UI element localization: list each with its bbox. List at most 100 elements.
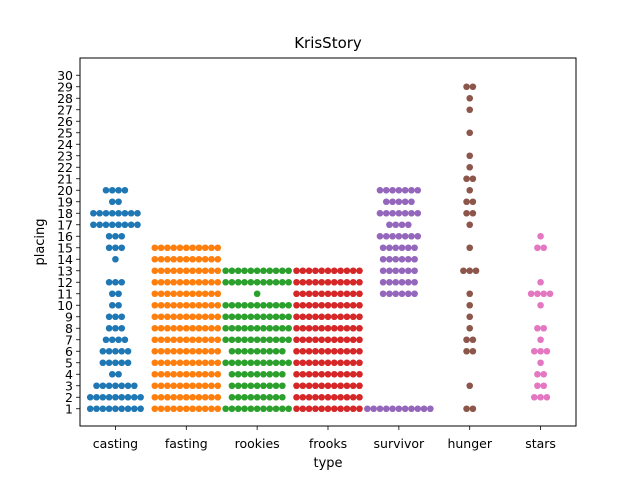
data-point-fasting <box>164 255 171 263</box>
y-axis-ticks: 1234567891011121314151617181920212223242… <box>57 68 80 416</box>
data-point-fasting <box>214 370 222 378</box>
y-tick-label: 2 <box>65 390 73 405</box>
data-point-survivor <box>382 405 390 413</box>
data-point-rookies <box>285 405 292 413</box>
data-point-survivor <box>386 255 393 263</box>
data-point-hunger <box>469 175 477 183</box>
data-point-frooks <box>312 313 319 321</box>
data-point-frooks <box>331 347 338 355</box>
data-point-frooks <box>349 278 357 286</box>
data-point-frooks <box>349 393 357 401</box>
data-point-casting <box>112 405 119 413</box>
data-point-fasting <box>189 370 196 378</box>
data-point-fasting <box>176 393 184 401</box>
data-point-frooks <box>324 324 332 332</box>
data-point-survivor <box>382 232 390 240</box>
data-point-rookies <box>285 313 292 321</box>
data-point-survivor <box>389 232 396 240</box>
data-point-rookies <box>247 405 255 413</box>
data-point-frooks <box>349 313 357 321</box>
data-point-frooks <box>318 313 326 321</box>
data-point-fasting <box>182 405 190 413</box>
data-point-survivor <box>386 267 393 275</box>
data-point-frooks <box>305 393 313 401</box>
data-point-frooks <box>337 359 344 367</box>
data-point-frooks <box>318 405 326 413</box>
data-point-frooks <box>331 278 338 286</box>
data-point-fasting <box>151 290 159 298</box>
data-point-rookies <box>260 324 267 332</box>
y-tick-label: 5 <box>65 355 73 370</box>
data-point-frooks <box>324 336 332 344</box>
data-point-frooks <box>324 382 332 390</box>
data-point-rookies <box>247 313 255 321</box>
data-point-frooks <box>356 370 363 378</box>
data-point-fasting <box>189 267 196 275</box>
data-point-fasting <box>189 324 196 332</box>
data-point-casting <box>99 393 107 401</box>
data-point-survivor <box>414 405 422 413</box>
data-point-fasting <box>170 301 177 309</box>
data-point-rookies <box>241 278 248 286</box>
data-point-fasting <box>170 336 177 344</box>
data-point-casting <box>105 244 113 252</box>
data-point-frooks <box>293 359 300 367</box>
data-point-frooks <box>343 301 351 309</box>
data-point-fasting <box>208 313 215 321</box>
data-point-rookies <box>272 267 280 275</box>
data-point-frooks <box>343 336 351 344</box>
data-point-frooks <box>293 301 300 309</box>
data-point-fasting <box>176 370 184 378</box>
data-point-frooks <box>293 290 300 298</box>
data-point-frooks <box>337 370 344 378</box>
data-point-frooks <box>337 324 344 332</box>
data-point-stars <box>537 278 544 286</box>
data-point-fasting <box>214 301 222 309</box>
data-point-fasting <box>182 370 190 378</box>
data-point-fasting <box>182 301 190 309</box>
data-point-frooks <box>318 301 326 309</box>
data-point-rookies <box>234 393 242 401</box>
data-point-rookies <box>228 405 236 413</box>
data-point-casting <box>121 221 129 229</box>
data-point-rookies <box>260 359 267 367</box>
data-point-frooks <box>299 267 307 275</box>
data-point-frooks <box>305 347 313 355</box>
data-point-fasting <box>208 324 215 332</box>
data-point-casting <box>127 221 135 229</box>
y-axis-label: placing <box>33 218 48 265</box>
data-point-fasting <box>214 393 222 401</box>
data-point-casting <box>105 347 113 355</box>
data-point-survivor <box>376 186 384 194</box>
data-point-fasting <box>170 347 177 355</box>
data-point-frooks <box>312 382 319 390</box>
data-point-frooks <box>318 370 326 378</box>
data-point-fasting <box>195 301 203 309</box>
data-point-fasting <box>189 290 196 298</box>
data-point-rookies <box>272 324 280 332</box>
data-point-survivor <box>392 221 400 229</box>
data-point-fasting <box>208 393 215 401</box>
data-point-hunger <box>466 129 474 137</box>
data-point-rookies <box>285 267 292 275</box>
data-point-survivor <box>392 290 400 298</box>
data-point-casting <box>112 393 119 401</box>
data-point-rookies <box>228 267 236 275</box>
data-point-frooks <box>293 382 300 390</box>
data-point-frooks <box>312 290 319 298</box>
data-point-rookies <box>253 347 261 355</box>
data-point-fasting <box>214 278 222 286</box>
data-point-stars <box>540 244 548 252</box>
data-point-fasting <box>208 301 215 309</box>
data-point-frooks <box>324 301 332 309</box>
data-point-frooks <box>293 336 300 344</box>
data-point-frooks <box>293 347 300 355</box>
data-point-rookies <box>247 278 255 286</box>
data-point-fasting <box>176 336 184 344</box>
data-point-frooks <box>293 313 300 321</box>
data-point-survivor <box>408 232 415 240</box>
data-point-survivor <box>395 405 403 413</box>
data-point-fasting <box>170 267 177 275</box>
data-point-fasting <box>164 324 171 332</box>
data-point-casting <box>105 405 113 413</box>
